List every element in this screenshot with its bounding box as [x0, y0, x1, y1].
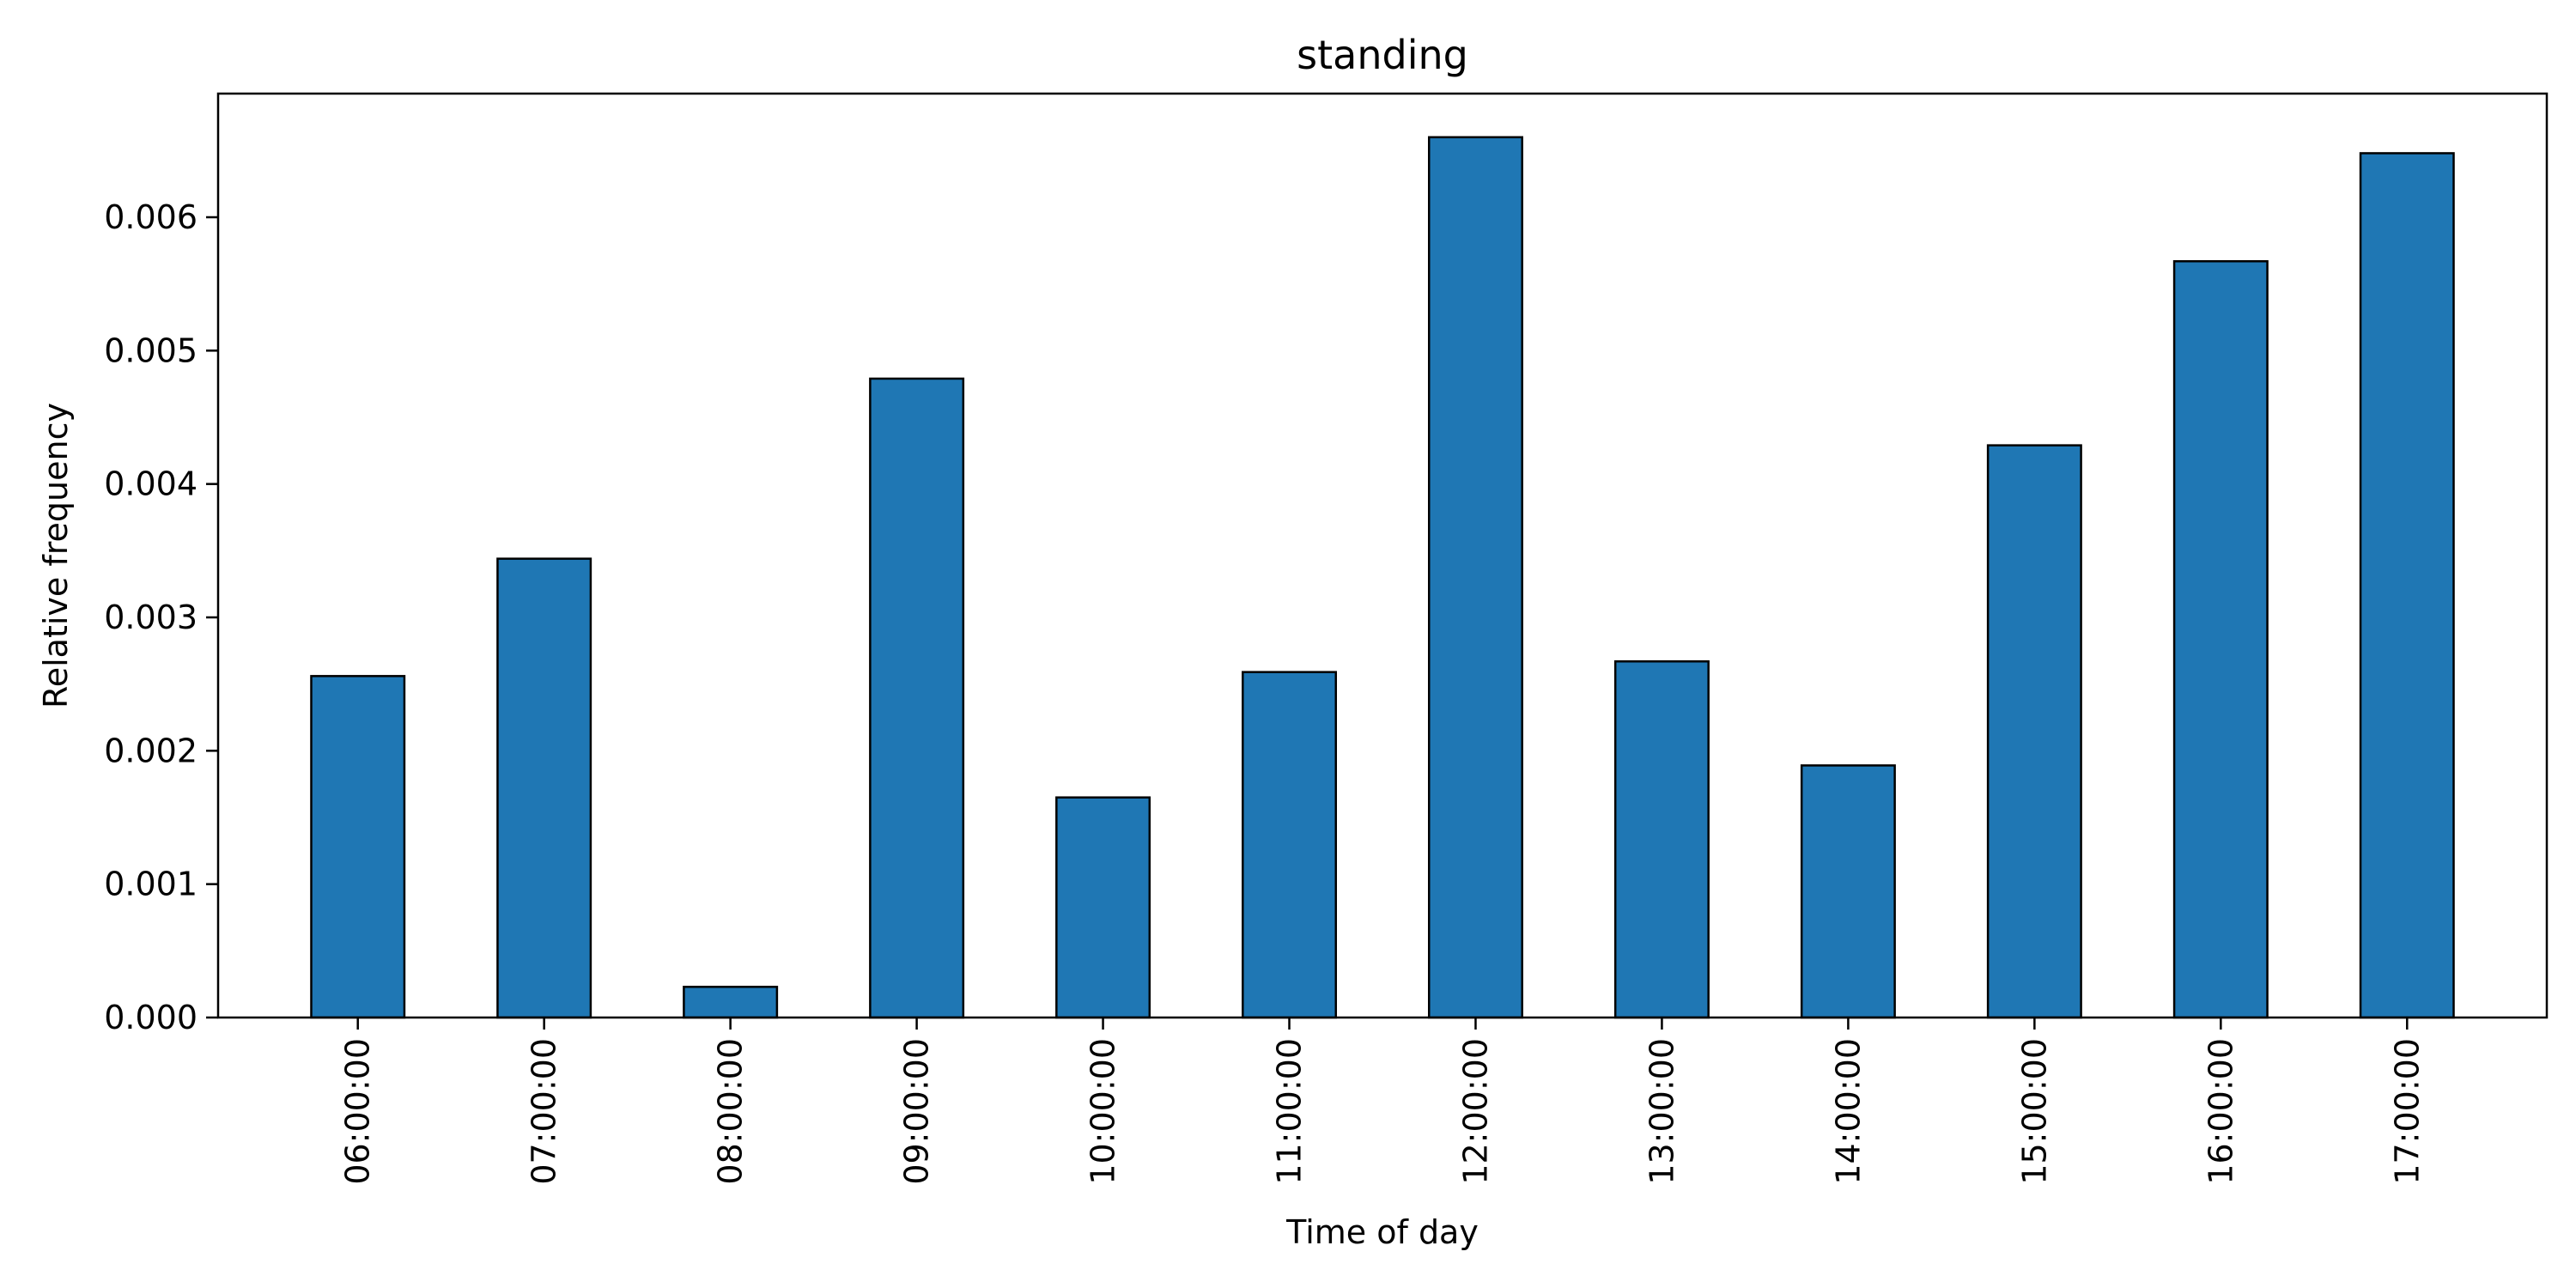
bar-10:00:00 — [1055, 796, 1151, 1019]
x-tick-label: 08:00:00 — [712, 1038, 750, 1185]
bar-17:00:00 — [2359, 152, 2455, 1019]
x-tick-label: 15:00:00 — [2015, 1038, 2053, 1185]
y-tick-label: 0.003 — [104, 598, 197, 636]
x-tick-label: 14:00:00 — [1829, 1038, 1867, 1185]
bar-06:00:00 — [310, 675, 406, 1019]
x-tick-label: 07:00:00 — [526, 1038, 563, 1185]
bar-11:00:00 — [1242, 671, 1338, 1019]
y-tick-label: 0.002 — [104, 732, 197, 769]
x-axis-ticks: 06:00:00 07:00:00 08:00:00 09:00:00 10:00:00… — [339, 1018, 2426, 1185]
chart-title: standing — [1297, 32, 1468, 78]
bar-16:00:00 — [2172, 260, 2269, 1019]
y-tick-label: 0.005 — [104, 331, 197, 369]
x-tick-label: 11:00:00 — [1271, 1038, 1309, 1185]
x-tick-label: 13:00:00 — [1643, 1038, 1680, 1185]
x-tick-label: 09:00:00 — [898, 1038, 936, 1185]
bar-12:00:00 — [1427, 136, 1523, 1019]
y-tick-label: 0.004 — [104, 465, 197, 503]
y-tick-label: 0.001 — [104, 866, 197, 903]
y-axis-ticks: 0.000 0.001 0.002 0.003 0.004 0.005 0.006 — [104, 198, 218, 1036]
x-tick-label: 06:00:00 — [339, 1038, 377, 1185]
x-tick-label: 12:00:00 — [1456, 1038, 1494, 1185]
bar-14:00:00 — [1800, 764, 1896, 1019]
y-axis-label: Relative frequency — [37, 403, 75, 708]
bar-15:00:00 — [1986, 444, 2082, 1019]
x-tick-label: 17:00:00 — [2388, 1038, 2426, 1185]
x-axis-label: Time of day — [1285, 1213, 1479, 1251]
bar-13:00:00 — [1613, 660, 1710, 1019]
x-tick-label: 16:00:00 — [2202, 1038, 2239, 1185]
plot-frame — [216, 92, 2549, 1019]
bar-09:00:00 — [869, 377, 965, 1019]
y-tick-label: 0.000 — [104, 999, 197, 1036]
bars-group — [310, 136, 2455, 1019]
bar-08:00:00 — [683, 986, 779, 1019]
bar-07:00:00 — [496, 557, 592, 1019]
x-tick-label: 10:00:00 — [1084, 1038, 1122, 1185]
y-tick-label: 0.006 — [104, 198, 197, 236]
